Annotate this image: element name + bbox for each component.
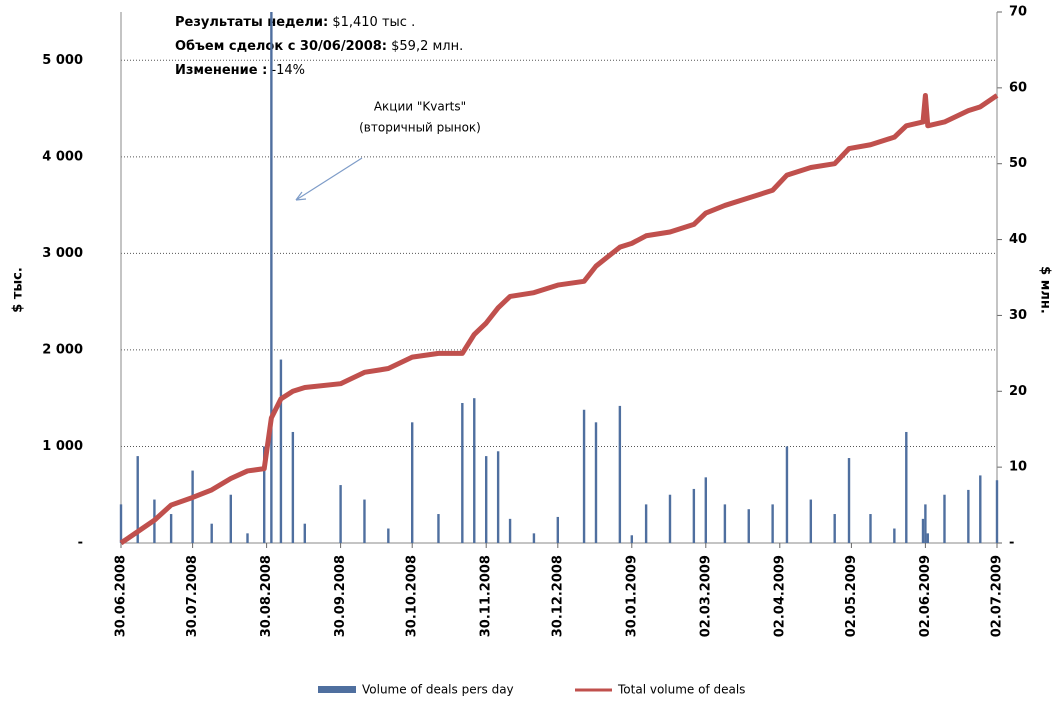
x-tick-label: 30.06.2008: [114, 555, 129, 637]
x-tick-label: 02.04.2009: [772, 555, 787, 637]
bar: [723, 504, 727, 543]
bar: [582, 409, 586, 543]
bar: [905, 431, 908, 543]
annotation: (вторичный рынок): [359, 121, 481, 135]
y-tick-label: 1 000: [42, 439, 83, 454]
bar: [995, 480, 999, 543]
x-tick-label: 02.06.2009: [918, 555, 933, 637]
bar: [926, 533, 929, 543]
note-value: -14%: [271, 63, 305, 78]
note: Объем сделок с 30/06/2008: $59,2 млн.: [175, 39, 463, 54]
note-value: $59,2 млн.: [391, 39, 463, 54]
y-tick-label: 3 000: [42, 246, 83, 261]
bar: [191, 470, 194, 543]
y-tick-label: 2 000: [42, 342, 83, 357]
bar: [387, 528, 390, 543]
x-tick-label: 30.12.2008: [550, 555, 565, 637]
bar: [210, 523, 213, 543]
bar: [473, 398, 476, 543]
bar: [508, 518, 512, 543]
bar: [869, 514, 872, 543]
bar: [618, 405, 622, 543]
bar: [119, 504, 123, 543]
note: Изменение : -14%: [175, 63, 305, 78]
y2-tick-label: 40: [1009, 232, 1027, 247]
note-label: Изменение :: [175, 63, 267, 78]
bar: [136, 456, 139, 543]
x-tick-label: 30.09.2008: [333, 555, 348, 637]
x-tick-label: 30.07.2008: [185, 555, 200, 637]
bar: [291, 431, 295, 543]
bar: [893, 528, 896, 543]
annotation-arrow: [295, 157, 363, 201]
bar: [484, 456, 488, 543]
y2-axis-label: $ млн.: [1038, 266, 1053, 314]
bar: [263, 446, 266, 543]
y2-tick-label: 50: [1009, 156, 1027, 171]
bar: [668, 494, 672, 543]
bar: [246, 533, 249, 543]
bar: [279, 359, 283, 543]
bar: [556, 516, 560, 543]
y2-tick-label: 20: [1009, 384, 1027, 399]
bar: [809, 499, 813, 543]
note-value: $1,410 тыс .: [332, 15, 415, 30]
legend-label: Volume of deals pers day: [362, 683, 514, 697]
bar: [594, 422, 598, 543]
x-tick-label: 30.01.2009: [624, 555, 639, 637]
bar: [496, 451, 500, 543]
bar: [747, 509, 750, 543]
note-label: Результаты недели:: [175, 15, 328, 30]
arrow-head: [295, 191, 307, 201]
x-tick-label: 02.07.2009: [990, 555, 1005, 637]
note-label: Объем сделок с 30/06/2008:: [175, 39, 387, 54]
bar: [303, 523, 306, 543]
note: Результаты недели: $1,410 тыс .: [175, 15, 415, 30]
notes: Результаты недели: $1,410 тыс . Объем сд…: [175, 15, 463, 78]
bar: [924, 504, 927, 543]
y-tick-label: -: [78, 536, 83, 551]
bar: [785, 446, 789, 543]
bar: [644, 504, 648, 543]
bar: [692, 488, 696, 543]
y-axis-label: $ тыс.: [11, 267, 26, 313]
y2-tick-label: 10: [1009, 460, 1027, 475]
bar: [229, 494, 232, 543]
line: [119, 92, 999, 546]
bar: [921, 518, 925, 543]
legend-swatch: [318, 686, 356, 693]
y2-tick-label: -: [1009, 536, 1014, 551]
bar: [833, 514, 836, 543]
x-tick-label: 02.05.2009: [844, 555, 859, 637]
y2-tick-label: 60: [1009, 80, 1027, 95]
bar: [967, 489, 970, 543]
bar: [339, 485, 342, 543]
bar: [270, 12, 273, 543]
x-tick-label: 30.10.2008: [405, 555, 420, 637]
bar: [169, 514, 173, 543]
x-tick-label: 02.03.2009: [698, 555, 713, 637]
bar: [411, 422, 414, 543]
annotation: Акции "Kvarts": [374, 100, 466, 114]
bar: [847, 458, 851, 543]
bar: [437, 514, 440, 543]
bar: [532, 533, 536, 543]
bar: [630, 535, 634, 543]
y-tick-label: 5 000: [42, 53, 83, 68]
bar: [704, 477, 707, 543]
bar: [979, 475, 982, 543]
x-tick-label: 30.08.2008: [259, 555, 274, 637]
bar: [943, 494, 946, 543]
bar: [363, 499, 366, 543]
y-tick-label: 4 000: [42, 149, 83, 164]
x-tick-label: 30.11.2008: [479, 555, 494, 637]
bar: [771, 504, 774, 543]
bar: [461, 403, 464, 543]
y2-tick-label: 70: [1009, 5, 1027, 20]
y2-tick-label: 30: [1009, 308, 1027, 323]
legend-label: Total volume of deals: [617, 683, 745, 697]
